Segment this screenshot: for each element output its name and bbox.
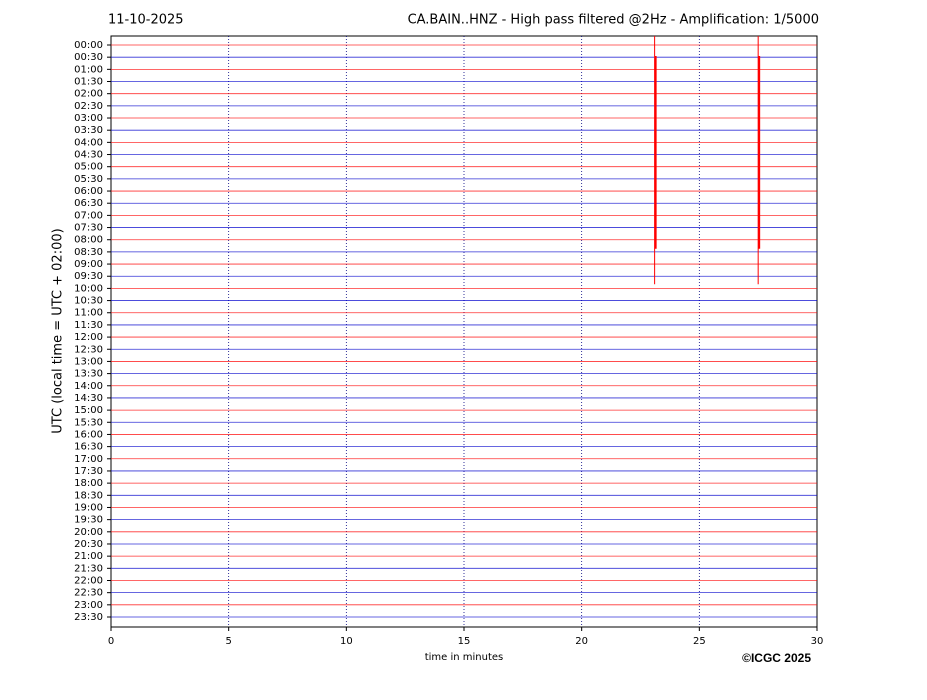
y-tick-label: 05:00 (74, 162, 103, 173)
y-tick-label: 02:00 (74, 89, 103, 100)
x-tick-label: 10 (340, 636, 353, 647)
y-tick-label: 22:30 (74, 588, 103, 599)
y-tick-label: 19:30 (74, 515, 103, 526)
y-tick-label: 05:30 (74, 174, 103, 185)
y-tick-label: 20:30 (74, 539, 103, 550)
y-tick-label: 09:30 (74, 271, 103, 282)
y-tick-label: 06:30 (74, 198, 103, 209)
x-tick-label: 25 (693, 636, 706, 647)
chart-title: CA.BAIN..HNZ - High pass filtered @2Hz -… (408, 13, 819, 28)
y-tick-label: 17:30 (74, 466, 103, 477)
y-axis-label: UTC (local time = UTC + 02:00) (51, 228, 66, 433)
y-tick-label: 01:00 (74, 64, 103, 75)
y-tick-label: 13:30 (74, 369, 103, 380)
x-axis-label: time in minutes (425, 652, 504, 663)
y-tick-label: 18:30 (74, 490, 103, 501)
y-tick-label: 07:30 (74, 223, 103, 234)
y-tick-label: 00:30 (74, 52, 103, 63)
y-tick-label: 13:00 (74, 356, 103, 367)
y-tick-label: 16:30 (74, 442, 103, 453)
y-tick-label: 22:00 (74, 575, 103, 586)
y-tick-label: 15:30 (74, 417, 103, 428)
x-tick-label: 0 (108, 636, 114, 647)
plot-frame (110, 35, 818, 628)
y-tick-label: 14:30 (74, 393, 103, 404)
y-tick-label: 16:00 (74, 429, 103, 440)
y-tick-label: 03:00 (74, 113, 103, 124)
y-tick-label: 15:00 (74, 405, 103, 416)
copyright: ©ICGC 2025 (742, 651, 811, 665)
x-tick-label: 30 (811, 636, 824, 647)
chart-date: 11-10-2025 (108, 13, 184, 28)
x-tick-label: 15 (458, 636, 471, 647)
y-tick-label: 18:00 (74, 478, 103, 489)
y-tick-label: 06:00 (74, 186, 103, 197)
y-tick-label: 11:30 (74, 320, 103, 331)
y-tick-label: 11:00 (74, 308, 103, 319)
y-tick-label: 09:00 (74, 259, 103, 270)
y-tick-label: 21:00 (74, 551, 103, 562)
y-tick-label: 23:30 (74, 612, 103, 623)
y-tick-label: 12:30 (74, 344, 103, 355)
y-tick-label: 21:30 (74, 563, 103, 574)
y-tick-label: 08:00 (74, 235, 103, 246)
y-tick-label: 12:00 (74, 332, 103, 343)
y-tick-label: 04:30 (74, 150, 103, 161)
y-tick-label: 20:00 (74, 527, 103, 538)
y-tick-label: 03:30 (74, 125, 103, 136)
y-tick-label: 04:00 (74, 137, 103, 148)
y-tick-label: 00:00 (74, 40, 103, 51)
y-tick-label: 08:30 (74, 247, 103, 258)
y-tick-label: 19:00 (74, 502, 103, 513)
y-tick-label: 14:00 (74, 381, 103, 392)
y-tick-label: 10:00 (74, 283, 103, 294)
y-tick-label: 23:00 (74, 600, 103, 611)
x-tick-label: 20 (575, 636, 588, 647)
y-tick-label: 07:00 (74, 210, 103, 221)
y-tick-label: 02:30 (74, 101, 103, 112)
y-tick-label: 17:00 (74, 454, 103, 465)
y-tick-label: 10:30 (74, 296, 103, 307)
y-tick-label: 01:30 (74, 77, 103, 88)
x-tick-label: 5 (225, 636, 231, 647)
